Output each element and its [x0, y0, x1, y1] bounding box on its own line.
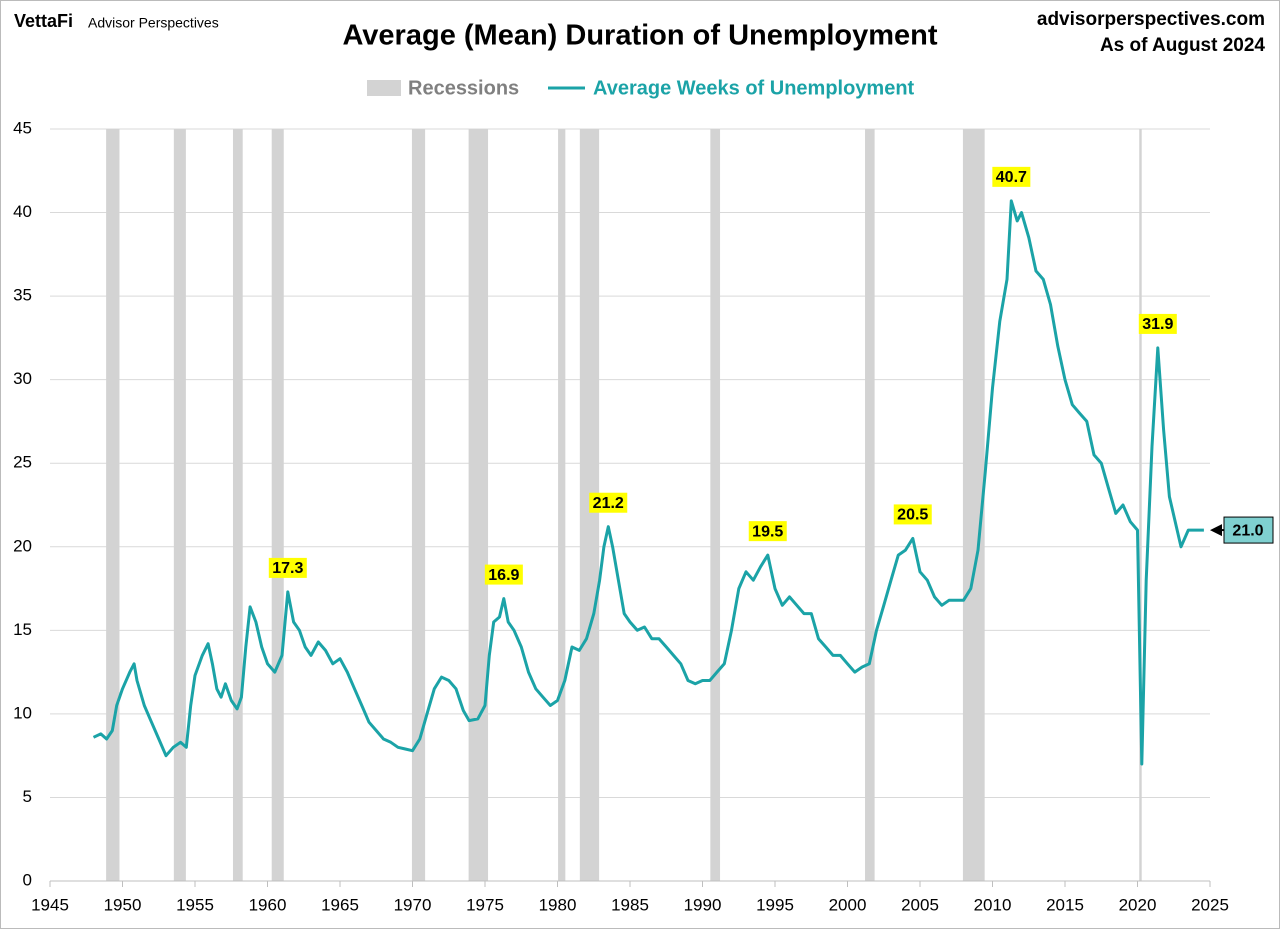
x-tick-label: 1975 [466, 895, 504, 914]
annotation-bg [748, 521, 787, 542]
x-tick-label: 1965 [321, 895, 359, 914]
y-tick-label: 0 [23, 870, 32, 889]
callout-box [1223, 516, 1274, 544]
annotation-label: 19.5 [752, 523, 783, 540]
annotation-bg [484, 564, 523, 585]
callout-label: 21.0 [1232, 522, 1263, 539]
annotation-label: 40.7 [996, 169, 1027, 186]
x-tick-label: 2015 [1046, 895, 1084, 914]
annotation-bg [893, 504, 932, 525]
x-tick-label: 2025 [1191, 895, 1229, 914]
y-tick-label: 30 [13, 369, 32, 388]
recession-band [106, 129, 120, 881]
x-tick-label: 1970 [394, 895, 432, 914]
brand: VettaFi [14, 11, 73, 31]
y-tick-label: 45 [13, 118, 32, 137]
y-tick-label: 15 [13, 620, 32, 639]
annotation-bg [1138, 313, 1177, 334]
annotation-label: 20.5 [897, 507, 928, 524]
x-tick-label: 1990 [684, 895, 722, 914]
y-tick-label: 5 [23, 787, 32, 806]
legend-swatch [367, 80, 401, 96]
annotation-label: 21.2 [593, 495, 624, 512]
recession-band [232, 129, 243, 881]
y-tick-label: 25 [13, 453, 32, 472]
x-tick-label: 2000 [829, 895, 867, 914]
x-tick-label: 2005 [901, 895, 939, 914]
y-tick-label: 35 [13, 286, 32, 305]
x-tick-label: 1995 [756, 895, 794, 914]
recession-band [271, 129, 284, 881]
x-tick-label: 1945 [31, 895, 69, 914]
callout-arrow [1210, 524, 1222, 537]
recession-band [468, 129, 489, 881]
recession-band [1139, 129, 1142, 881]
data-line [92, 199, 1204, 766]
annotation-bg [992, 166, 1031, 187]
source: advisorperspectives.com [1037, 9, 1265, 30]
recession-band [173, 129, 186, 881]
x-tick-label: 1950 [104, 895, 142, 914]
recession-band [865, 129, 875, 881]
annotation-label: 31.9 [1142, 316, 1173, 333]
annotation-bg [589, 492, 628, 513]
y-tick-label: 20 [13, 536, 32, 555]
x-tick-label: 2010 [974, 895, 1012, 914]
annotation-label: 17.3 [272, 560, 303, 577]
x-tick-label: 2020 [1119, 895, 1157, 914]
x-tick-label: 1955 [176, 895, 214, 914]
recession-band [558, 129, 566, 881]
brand-sub: Advisor Perspectives [88, 15, 219, 31]
recession-band [411, 129, 426, 881]
y-tick-label: 10 [13, 703, 32, 722]
legend-label: Recessions [408, 77, 519, 99]
x-tick-label: 1960 [249, 895, 287, 914]
annotation-label: 16.9 [488, 567, 519, 584]
recession-band [710, 129, 721, 881]
date-note: As of August 2024 [1100, 35, 1265, 56]
legend-label: Average Weeks of Unemployment [593, 77, 915, 99]
x-tick-label: 1980 [539, 895, 577, 914]
x-tick-label: 1985 [611, 895, 649, 914]
annotation-bg [268, 557, 307, 578]
y-tick-label: 40 [13, 202, 32, 221]
chart-title: Average (Mean) Duration of Unemployment [342, 20, 937, 52]
recession-band [962, 129, 985, 881]
